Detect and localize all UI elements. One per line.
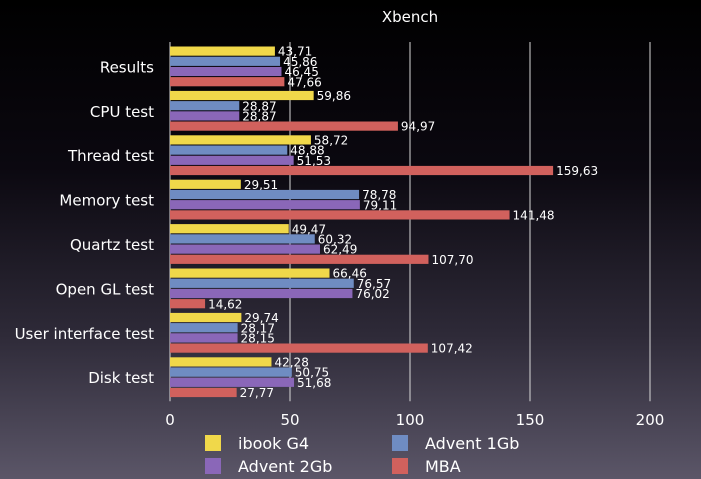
data-label: 141,48 <box>513 209 555 223</box>
data-label: 76,02 <box>355 287 389 301</box>
bar <box>170 77 285 87</box>
data-label: 51,53 <box>297 154 331 168</box>
bar <box>170 155 294 165</box>
data-label: 107,70 <box>431 253 473 267</box>
data-label: 107,42 <box>431 342 473 356</box>
bar <box>170 244 320 254</box>
bar <box>170 200 360 210</box>
bar <box>170 56 281 66</box>
data-label: 94,97 <box>401 120 435 134</box>
category-label: Thread test <box>67 147 154 165</box>
data-label: 28,87 <box>242 110 276 124</box>
data-label: 46,45 <box>284 65 318 79</box>
bar <box>170 121 398 131</box>
data-label: 78,78 <box>362 188 396 202</box>
category-label: User interface test <box>15 325 155 343</box>
bar <box>170 268 330 278</box>
data-label: 79,11 <box>363 198 397 212</box>
x-tick-label: 0 <box>165 411 175 429</box>
bar <box>170 312 242 323</box>
category-label: Open GL test <box>56 280 155 298</box>
legend-swatch <box>205 435 221 451</box>
x-tick-label: 100 <box>396 411 425 429</box>
legend-label: ibook G4 <box>238 434 309 453</box>
category-label: Memory test <box>59 192 154 210</box>
data-label: 42,28 <box>274 356 308 370</box>
bar <box>170 165 554 176</box>
x-tick-label: 200 <box>636 411 665 429</box>
data-label: 50,75 <box>295 366 329 380</box>
category-label: Results <box>100 58 154 76</box>
legend-label: Advent 1Gb <box>425 434 519 453</box>
bar <box>170 367 292 377</box>
bar <box>170 288 353 299</box>
bar <box>170 387 237 398</box>
x-tick-label: 150 <box>516 411 545 429</box>
legend-label: MBA <box>425 457 461 476</box>
bar <box>170 333 238 343</box>
bar <box>170 299 206 309</box>
bar <box>170 343 428 353</box>
bar <box>170 234 315 244</box>
data-label: 59,86 <box>317 89 351 103</box>
bar <box>170 46 275 56</box>
bar <box>170 278 354 288</box>
data-label: 45,86 <box>283 55 317 69</box>
data-label: 58,72 <box>314 134 348 148</box>
bar <box>170 179 241 189</box>
bar <box>170 357 272 367</box>
data-label: 27,77 <box>240 386 274 400</box>
data-label: 28,87 <box>242 99 276 113</box>
data-label: 49,47 <box>292 222 326 236</box>
bar <box>170 189 360 200</box>
data-label: 28,17 <box>241 321 275 335</box>
data-label: 29,74 <box>244 311 278 325</box>
data-label: 159,63 <box>556 164 598 178</box>
data-label: 29,51 <box>244 178 278 192</box>
data-label: 48,88 <box>290 144 324 158</box>
data-label: 14,62 <box>208 297 242 311</box>
bar <box>170 377 295 387</box>
bar <box>170 254 429 264</box>
bar <box>170 66 282 77</box>
bar <box>170 101 240 111</box>
bar <box>170 224 289 234</box>
data-label: 76,57 <box>357 277 391 291</box>
x-tick-label: 50 <box>280 411 299 429</box>
category-label: Quartz test <box>70 236 154 254</box>
bar <box>170 323 238 333</box>
bar <box>170 111 240 121</box>
data-label: 28,15 <box>241 332 275 346</box>
data-label: 66,46 <box>333 267 367 281</box>
category-label: Disk test <box>88 369 154 387</box>
bar <box>170 210 510 220</box>
data-label: 60,32 <box>318 233 352 247</box>
bar <box>170 135 311 145</box>
legend-label: Advent 2Gb <box>238 457 332 476</box>
bar <box>170 90 314 101</box>
bar <box>170 145 288 155</box>
chart-title: Xbench <box>382 8 438 26</box>
legend-swatch <box>205 458 221 474</box>
legend-swatch <box>392 435 408 451</box>
data-label: 43,71 <box>278 45 312 59</box>
data-label: 62,49 <box>323 243 357 257</box>
data-label: 47,66 <box>287 75 321 89</box>
category-label: CPU test <box>90 103 154 121</box>
data-label: 51,68 <box>297 376 331 390</box>
legend-swatch <box>392 458 408 474</box>
